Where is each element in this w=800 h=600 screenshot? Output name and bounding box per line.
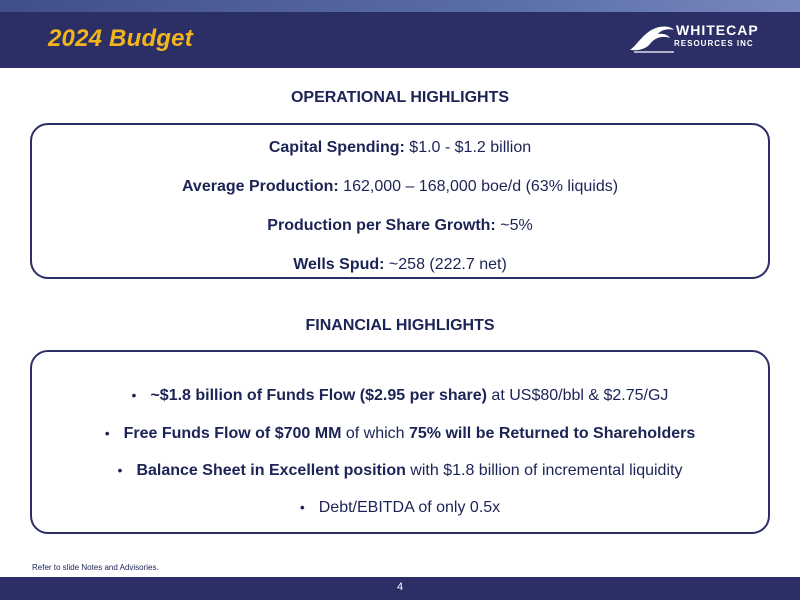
wells-spud-value: ~258 (222.7 net) <box>388 256 507 273</box>
returned-to-shareholders-bold: 75% will be Returned to Shareholders <box>409 425 696 442</box>
bullet: • <box>131 387 137 403</box>
per-share-growth-label: Production per Share Growth: <box>267 217 496 234</box>
operational-highlights-heading: OPERATIONAL HIGHLIGHTS <box>290 89 510 106</box>
capital-spending-value: $1.0 - $1.2 billion <box>409 139 532 156</box>
free-funds-flow-bold: Free Funds Flow of $700 MM <box>123 425 342 442</box>
logo-subtitle: RESOURCES INC <box>674 39 754 48</box>
capital-spending-line: Capital Spending: $1.0 - $1.2 billion <box>32 139 768 157</box>
debt-ebitda-text: Debt/EBITDA of only 0.5x <box>318 499 501 516</box>
wells-spud-label: Wells Spud: <box>293 256 385 273</box>
top-accent-strip <box>0 0 800 12</box>
debt-ebitda-item: • Debt/EBITDA of only 0.5x <box>32 499 768 517</box>
capital-spending-label: Capital Spending: <box>268 139 405 156</box>
balance-sheet-item: • Balance Sheet in Excellent position wit… <box>32 462 768 480</box>
bullet: • <box>117 462 123 478</box>
footer-bar: 4 <box>0 577 800 600</box>
free-funds-flow-mid: of which <box>341 425 409 442</box>
free-funds-flow-item: • Free Funds Flow of $700 MM of which 75%… <box>32 425 768 443</box>
funds-flow-rest: at US$80/bbl & $2.75/GJ <box>486 387 669 404</box>
balance-sheet-rest: with $1.8 billion of incremental liquidi… <box>405 462 683 479</box>
logo-name: WHITECAP <box>676 22 759 38</box>
balance-sheet-bold: Balance Sheet in Excellent position <box>136 462 406 479</box>
page-number: 4 <box>396 581 404 593</box>
per-share-growth-line: Production per Share Growth: ~5% <box>32 217 768 235</box>
average-production-line: Average Production: 162,000 – 168,000 bo… <box>32 178 768 196</box>
company-logo: WHITECAP RESOURCES INC <box>628 18 788 60</box>
bullet: • <box>104 425 110 441</box>
wave-icon <box>630 26 674 53</box>
operational-highlights-box: Capital Spending: $1.0 - $1.2 billion Av… <box>30 123 770 279</box>
financial-highlights-box: • ~$1.8 billion of Funds Flow ($2.95 per … <box>30 350 770 534</box>
bullet: • <box>299 499 305 515</box>
header-bar <box>0 12 800 68</box>
financial-highlights-heading: FINANCIAL HIGHLIGHTS <box>305 317 495 334</box>
funds-flow-bold: ~$1.8 billion of Funds Flow ($2.95 per s… <box>150 387 487 404</box>
average-production-label: Average Production: <box>181 178 339 195</box>
page-title: 2024 Budget <box>48 25 193 52</box>
average-production-value: 162,000 – 168,000 boe/d (63% liquids) <box>343 178 619 195</box>
wells-spud-line: Wells Spud: ~258 (222.7 net) <box>32 256 768 274</box>
per-share-growth-value: ~5% <box>500 217 533 234</box>
funds-flow-item: • ~$1.8 billion of Funds Flow ($2.95 per … <box>32 387 768 405</box>
footnote: Refer to slide Notes and Advisories. <box>32 563 159 572</box>
